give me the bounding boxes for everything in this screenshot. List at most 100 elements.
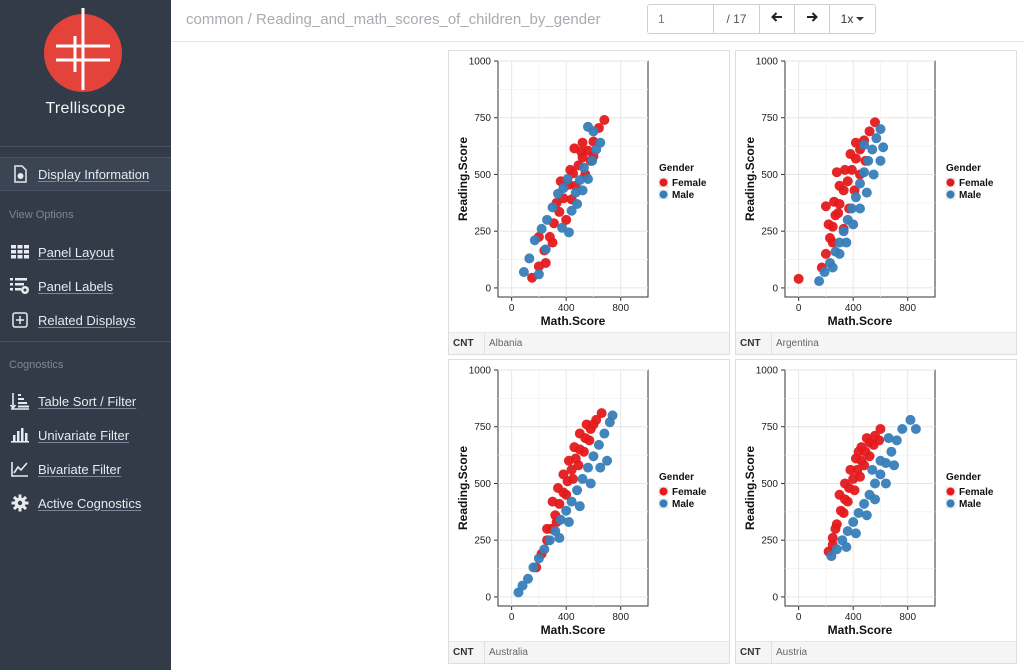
data-point-male [595, 462, 606, 473]
view-options-header: View Options [9, 209, 74, 221]
sidebar-item-univariate-filter[interactable]: Univariate Filter [0, 419, 171, 451]
data-point-female [573, 460, 584, 471]
sidebar-item-related-displays[interactable]: Related Displays [0, 304, 171, 336]
data-point-male [563, 517, 574, 528]
legend-label-male: Male [672, 190, 695, 201]
data-point-male [834, 248, 845, 259]
data-point-female [569, 143, 580, 154]
prev-page-button[interactable] [760, 5, 795, 33]
data-point-male [595, 137, 606, 148]
data-point-male [536, 223, 547, 234]
data-point-male [540, 244, 551, 255]
data-point-male [555, 514, 566, 525]
x-axis-label: Math.Score [541, 623, 606, 637]
data-point-male [841, 237, 852, 248]
data-point-male [842, 526, 853, 537]
sidebar-item-active-cognostics[interactable]: Active Cognostics [0, 487, 171, 519]
data-point-female [842, 176, 853, 187]
panel-australia[interactable]: 0 400 800 0 250 500 750 1000 Math.Score Reading.S… [448, 359, 730, 664]
scatter-plot: 0 400 800 0 250 500 750 1000 Math.Score Reading.S… [456, 366, 707, 638]
sidebar-item-label: Univariate Filter [38, 427, 130, 443]
plot-area [497, 60, 649, 298]
data-point-female [831, 167, 842, 178]
sidebar-item-bivariate-filter[interactable]: Bivariate Filter [0, 453, 171, 485]
x-tick-label: 400 [558, 612, 575, 623]
x-tick-label: 800 [612, 303, 629, 314]
data-point-female [820, 248, 831, 259]
sidebar-item-table-sort-filter[interactable]: Table Sort / Filter [0, 385, 171, 417]
y-tick-label: 250 [474, 227, 491, 238]
y-axis-label: Reading.Score [743, 137, 757, 221]
legend-marker-male [946, 190, 955, 199]
data-point-male [875, 124, 886, 135]
data-point-male [517, 580, 528, 591]
data-point-male [558, 183, 569, 194]
data-point-male [841, 542, 852, 552]
data-point-female [833, 208, 844, 219]
data-point-female [845, 149, 856, 160]
x-axis-label: Math.Score [541, 314, 606, 328]
data-point-male [585, 478, 596, 489]
panel-austria[interactable]: 0 400 800 0 250 500 750 1000 Math.Score Reading.S… [735, 359, 1017, 664]
y-axis-label: Reading.Score [743, 446, 757, 530]
y-tick-label: 500 [761, 479, 778, 490]
data-point-male [871, 133, 882, 144]
data-point-male [875, 155, 886, 166]
data-point-male [848, 219, 859, 230]
y-tick-label: 1000 [469, 366, 492, 377]
data-point-male [577, 185, 588, 196]
data-point-female [838, 507, 849, 518]
x-tick-label: 0 [509, 612, 515, 623]
data-point-female [849, 485, 860, 496]
legend-label-female: Female [959, 178, 994, 189]
data-point-male [547, 202, 558, 213]
data-point-male [905, 414, 916, 425]
data-point-male [574, 175, 585, 186]
data-point-male [867, 464, 878, 475]
x-tick-label: 800 [899, 612, 916, 623]
panel-argentina[interactable]: 0 400 800 0 250 500 750 1000 Math.Score Reading.S… [735, 50, 1017, 355]
next-page-button[interactable] [795, 5, 830, 33]
panel-label: CNT Albania [449, 332, 729, 355]
y-tick-label: 500 [474, 479, 491, 490]
data-point-male [607, 410, 618, 421]
legend-marker-male [659, 190, 668, 199]
sidebar-item-panel-labels[interactable]: Panel Labels [0, 270, 171, 302]
data-point-male [563, 227, 574, 238]
plus-square-icon [10, 310, 30, 330]
data-point-male [566, 205, 577, 216]
x-tick-label: 0 [796, 612, 802, 623]
data-point-male [826, 551, 837, 562]
sidebar-item-panel-layout[interactable]: Panel Layout [0, 236, 171, 268]
document-info-icon [10, 164, 30, 184]
data-point-male [855, 203, 865, 214]
data-point-male [599, 428, 610, 439]
y-tick-label: 250 [474, 536, 491, 547]
panel-label: CNT Australia [449, 641, 729, 664]
legend-label-female: Female [672, 487, 707, 498]
legend-marker-male [946, 499, 955, 508]
data-point-male [562, 174, 573, 184]
x-tick-label: 0 [796, 303, 802, 314]
legend-title: Gender [659, 163, 694, 174]
y-tick-label: 750 [761, 113, 778, 124]
data-point-male [602, 455, 613, 466]
x-tick-label: 400 [558, 303, 575, 314]
scatter-plot: 0 400 800 0 250 500 750 1000 Math.Score Reading.S… [456, 57, 707, 329]
legend-label-male: Male [959, 190, 982, 201]
scatter-plot: 0 400 800 0 250 500 750 1000 Math.Score Reading.S… [743, 366, 994, 638]
sidebar-item-label: Active Cognostics [38, 495, 142, 511]
trelliscope-logo-icon [44, 8, 122, 92]
data-point-female [578, 446, 589, 457]
panel-albania[interactable]: 0 400 800 0 250 500 750 1000 Math.Score Reading.S… [448, 50, 730, 355]
legend-label-female: Female [959, 487, 994, 498]
data-point-male [870, 478, 880, 489]
sidebar-divider [0, 341, 171, 342]
x-tick-label: 400 [845, 303, 862, 314]
data-point-male [523, 573, 533, 584]
page-number-input[interactable] [648, 5, 714, 33]
sort-table-icon [10, 391, 30, 411]
data-point-male [577, 473, 588, 484]
sidebar-item-display-information[interactable]: Display Information [0, 157, 171, 191]
zoom-dropdown[interactable]: 1x [830, 5, 875, 33]
